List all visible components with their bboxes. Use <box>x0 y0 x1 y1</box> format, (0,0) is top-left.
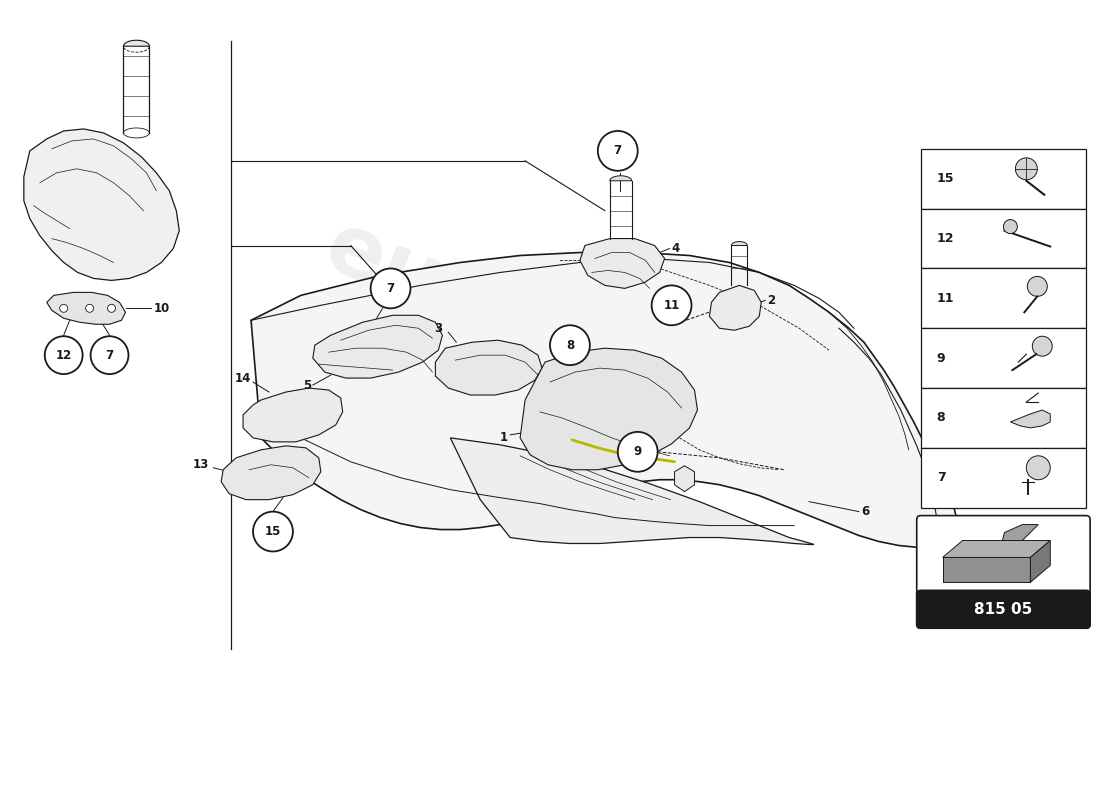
FancyBboxPatch shape <box>916 590 1090 628</box>
Polygon shape <box>1002 525 1038 541</box>
Polygon shape <box>47 292 125 324</box>
Text: 8: 8 <box>565 338 574 352</box>
Polygon shape <box>123 40 150 46</box>
Circle shape <box>550 326 590 365</box>
Circle shape <box>1032 336 1053 356</box>
Circle shape <box>1026 456 1050 480</box>
Text: 1: 1 <box>500 431 508 444</box>
Polygon shape <box>710 286 761 330</box>
Text: 11: 11 <box>663 299 680 312</box>
Polygon shape <box>674 466 694 492</box>
Text: 7: 7 <box>386 282 395 295</box>
Circle shape <box>59 304 68 312</box>
Circle shape <box>651 286 692 326</box>
Polygon shape <box>520 348 697 470</box>
Text: 7: 7 <box>614 144 622 158</box>
Text: 3: 3 <box>434 322 442 334</box>
Text: 13: 13 <box>192 458 209 471</box>
Polygon shape <box>732 242 747 246</box>
Circle shape <box>597 131 638 170</box>
Text: 11: 11 <box>937 292 954 305</box>
Text: eurospares: eurospares <box>311 205 848 486</box>
Bar <box>921 209 1086 269</box>
Bar <box>921 448 1086 508</box>
Text: 14: 14 <box>234 371 251 385</box>
Text: a passion for parts since 1985: a passion for parts since 1985 <box>415 453 685 526</box>
Text: 6: 6 <box>861 505 869 518</box>
Polygon shape <box>221 446 321 500</box>
Polygon shape <box>243 388 343 442</box>
Text: 7: 7 <box>937 471 945 484</box>
Polygon shape <box>450 438 814 545</box>
Circle shape <box>1015 158 1037 180</box>
Bar <box>921 594 1086 624</box>
Text: 12: 12 <box>56 349 72 362</box>
Text: 9: 9 <box>634 446 641 458</box>
Text: 2: 2 <box>767 294 775 307</box>
Text: 12: 12 <box>937 232 954 245</box>
Polygon shape <box>943 541 1050 558</box>
Polygon shape <box>312 315 442 378</box>
Bar <box>921 388 1086 448</box>
Circle shape <box>1003 220 1018 234</box>
Circle shape <box>1027 277 1047 296</box>
Text: 5: 5 <box>302 378 311 391</box>
Bar <box>921 328 1086 388</box>
Bar <box>921 149 1086 209</box>
Polygon shape <box>580 238 664 288</box>
Text: 9: 9 <box>937 352 945 365</box>
Text: 8: 8 <box>937 411 945 425</box>
Text: 4: 4 <box>672 242 680 255</box>
Polygon shape <box>609 176 631 181</box>
Polygon shape <box>24 129 179 281</box>
Text: 7: 7 <box>106 349 113 362</box>
Polygon shape <box>943 558 1031 582</box>
Circle shape <box>371 269 410 308</box>
Text: 15: 15 <box>265 525 282 538</box>
Polygon shape <box>1031 541 1050 582</box>
Text: 10: 10 <box>153 302 169 315</box>
Bar <box>921 269 1086 328</box>
Circle shape <box>45 336 82 374</box>
Circle shape <box>253 512 293 551</box>
FancyBboxPatch shape <box>916 515 1090 628</box>
Polygon shape <box>436 340 542 395</box>
Text: 15: 15 <box>937 172 954 186</box>
Circle shape <box>618 432 658 472</box>
Circle shape <box>108 304 115 312</box>
Circle shape <box>90 336 129 374</box>
Circle shape <box>86 304 94 312</box>
Text: 815 05: 815 05 <box>975 602 1033 617</box>
Polygon shape <box>1011 410 1050 428</box>
Polygon shape <box>251 253 958 550</box>
